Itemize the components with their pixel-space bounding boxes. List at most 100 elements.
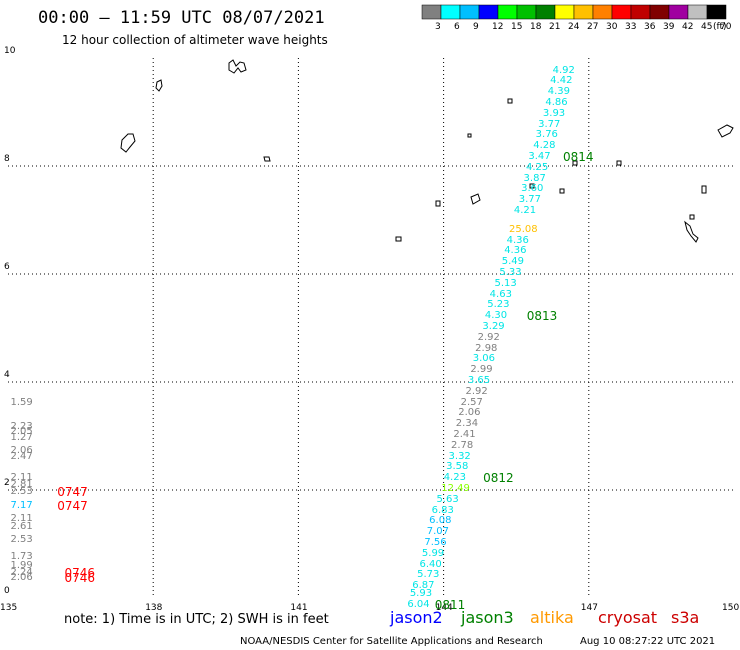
satellite-cryosat: cryosat bbox=[598, 608, 658, 627]
island-shape bbox=[559, 188, 565, 194]
wave-height-value: 2.98 bbox=[475, 342, 498, 354]
wave-height-value: 7.56 bbox=[424, 537, 447, 548]
legend-swatch bbox=[554, 4, 575, 20]
legend-value: 42 bbox=[682, 22, 694, 32]
wave-height-value: 3.77 bbox=[518, 194, 541, 206]
wave-height-value: 2.78 bbox=[450, 439, 474, 451]
legend-value: 70 bbox=[720, 22, 732, 32]
lon-tick-label: 144 bbox=[435, 603, 453, 613]
legend-value: 3 bbox=[435, 22, 441, 32]
legend-value: 12 bbox=[492, 22, 504, 32]
wave-height-value: 1.99 bbox=[10, 560, 33, 572]
wave-height-value: 4.21 bbox=[513, 204, 537, 216]
legend-swatch bbox=[573, 4, 594, 20]
satellite-jason3: jason3 bbox=[461, 608, 514, 627]
island-shape bbox=[467, 133, 472, 138]
island-shape bbox=[689, 214, 695, 220]
pass-time-label: 0746 bbox=[64, 565, 96, 580]
wave-height-value: 3.06 bbox=[472, 353, 495, 365]
wave-height-value: 4.23 bbox=[443, 472, 466, 484]
legend-swatch bbox=[592, 4, 613, 20]
generation-timestamp: Aug 10 08:27:22 UTC 2021 bbox=[580, 636, 716, 647]
lat-tick-label: 4 bbox=[4, 370, 10, 380]
color-legend bbox=[421, 4, 727, 20]
wave-height-value: 2.53 bbox=[10, 485, 33, 497]
legend-value: 21 bbox=[549, 22, 561, 32]
lat-tick-label: 8 bbox=[4, 154, 10, 164]
wave-height-value: 6.83 bbox=[431, 504, 454, 516]
legend-value: 30 bbox=[606, 22, 618, 32]
wave-height-value: 6.04 bbox=[407, 599, 430, 611]
legend-swatch bbox=[516, 4, 537, 20]
wave-height-value: 4.28 bbox=[533, 140, 556, 152]
wave-height-value: 1.73 bbox=[10, 550, 33, 562]
wave-height-value: 4.36 bbox=[506, 234, 529, 246]
wave-height-value: 2.34 bbox=[455, 418, 479, 430]
wave-height-value: 2.23 bbox=[10, 420, 33, 432]
island-shape bbox=[529, 183, 535, 189]
lat-tick-label: 6 bbox=[4, 262, 10, 272]
island-shape bbox=[701, 185, 707, 194]
island-shape bbox=[507, 98, 513, 104]
island-shape bbox=[155, 79, 163, 92]
island-shape bbox=[470, 193, 481, 205]
pass-time-label: 0747 bbox=[57, 499, 88, 514]
lon-tick-label: 138 bbox=[145, 603, 163, 613]
wave-height-value: 4.36 bbox=[504, 245, 527, 257]
wave-height-value: 5.99 bbox=[421, 547, 445, 559]
lon-tick-label: 141 bbox=[290, 603, 308, 613]
island-shape bbox=[717, 124, 734, 138]
pass-time-label: 0747 bbox=[57, 484, 88, 499]
wave-height-value: 2.11 bbox=[10, 472, 33, 484]
wave-height-value: 4.42 bbox=[550, 75, 573, 87]
wave-height-value: 3.60 bbox=[521, 183, 544, 195]
wave-height-value: 3.29 bbox=[482, 321, 505, 332]
wave-height-value: 4.30 bbox=[484, 310, 508, 322]
wave-height-value: 5.63 bbox=[436, 493, 459, 505]
wave-height-value: 2.92 bbox=[465, 385, 488, 397]
legend-swatch bbox=[459, 4, 480, 20]
island-shape bbox=[228, 59, 247, 74]
satellite-s3a: s3a bbox=[671, 608, 700, 627]
wave-height-value: 2.41 bbox=[453, 429, 476, 440]
lat-tick-label: 10 bbox=[4, 46, 16, 56]
wave-height-value: 7.17 bbox=[10, 500, 33, 512]
legend-value: 36 bbox=[644, 22, 656, 32]
lat-tick-label: 2 bbox=[4, 478, 10, 488]
wave-height-value: 3.93 bbox=[542, 107, 566, 119]
wave-height-value: 25.08 bbox=[509, 223, 538, 235]
wave-height-value: 4.86 bbox=[545, 96, 568, 108]
footer-note: note: 1) Time is in UTC; 2) SWH is in fe… bbox=[64, 612, 329, 627]
legend-swatch bbox=[497, 4, 518, 20]
legend-value: 9 bbox=[473, 22, 479, 32]
wave-height-value: 12.49 bbox=[441, 483, 470, 494]
pass-time-label: 0814 bbox=[563, 149, 594, 164]
wave-height-value: 5.49 bbox=[501, 256, 525, 268]
wave-height-value: 6.08 bbox=[429, 515, 452, 527]
legend-unit: (ft) bbox=[713, 22, 727, 32]
legend-value: 6 bbox=[454, 22, 460, 32]
wave-height-value: 2.57 bbox=[460, 396, 483, 408]
lat-tick-label: 0 bbox=[4, 586, 10, 596]
island-shape bbox=[120, 133, 136, 153]
credit-line: NOAA/NESDIS Center for Satellite Applica… bbox=[240, 636, 543, 647]
wave-height-value: 2.06 bbox=[10, 572, 33, 584]
legend-swatch bbox=[687, 4, 708, 20]
legend-swatch bbox=[535, 4, 556, 20]
map-title: 00:00 – 11:59 UTC 08/07/2021 bbox=[38, 8, 325, 28]
island-shape bbox=[572, 160, 578, 166]
pass-time-label: 0746 bbox=[64, 571, 96, 586]
legend-value: 45 bbox=[701, 22, 713, 32]
wave-height-value: 4.25 bbox=[525, 161, 549, 173]
wave-height-value: 1.27 bbox=[10, 431, 33, 443]
legend-value: 27 bbox=[587, 22, 599, 32]
legend-value: 18 bbox=[530, 22, 542, 32]
wave-height-value: 2.81 bbox=[10, 478, 33, 490]
legend-value: 33 bbox=[625, 22, 637, 32]
wave-height-value: 2.99 bbox=[470, 364, 493, 376]
lon-tick-label: 135 bbox=[0, 603, 18, 613]
wave-height-value: 6.87 bbox=[412, 580, 435, 592]
wave-height-value: 2.53 bbox=[10, 534, 33, 546]
pass-time-label: 0811 bbox=[434, 598, 466, 613]
